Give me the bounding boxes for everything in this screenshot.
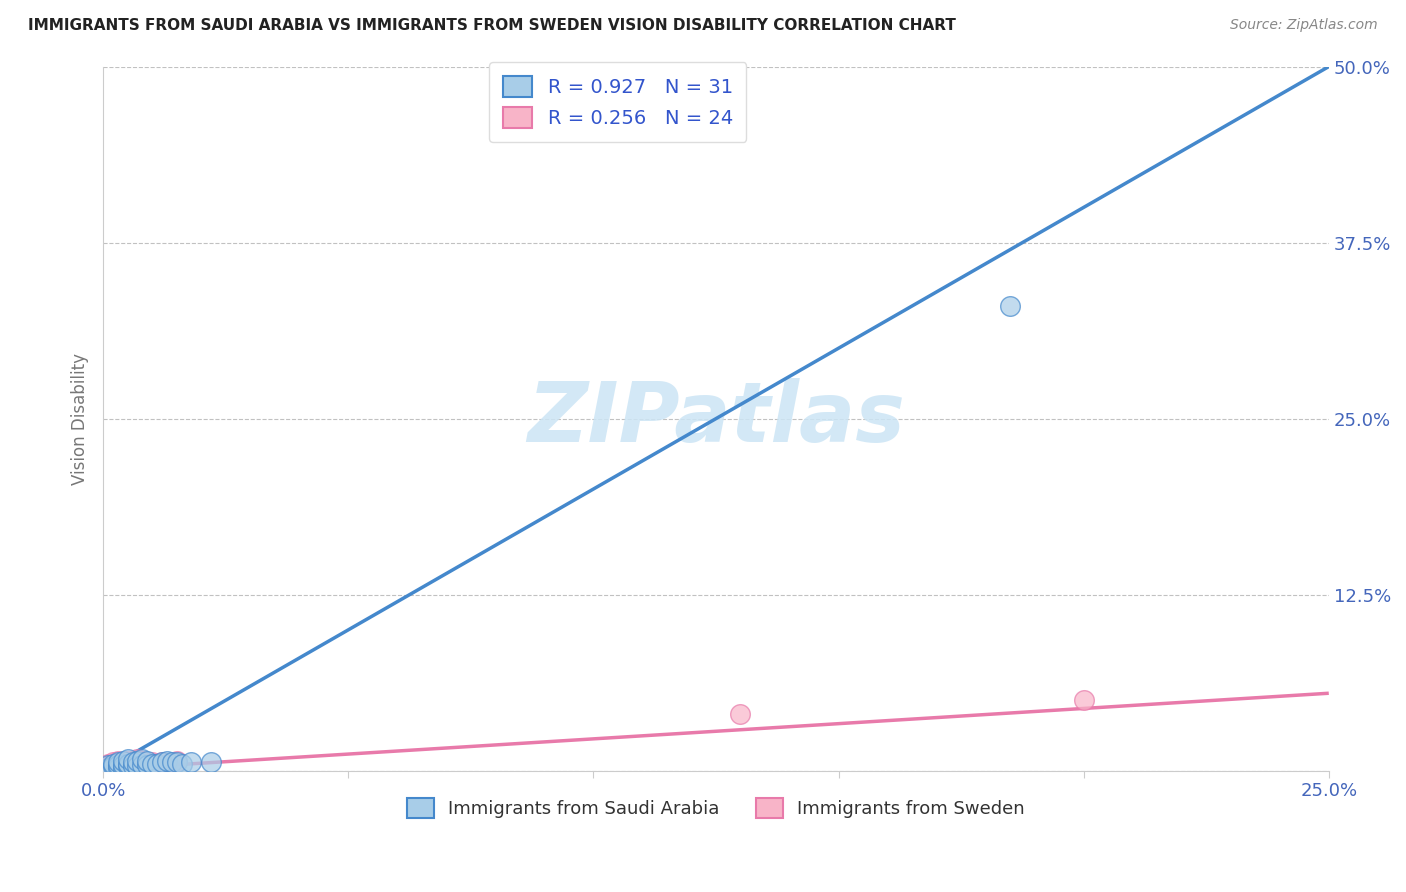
Point	[121, 756, 143, 770]
Point	[121, 756, 143, 770]
Point	[127, 758, 149, 772]
Point	[136, 754, 159, 768]
Point	[117, 754, 139, 768]
Point	[101, 759, 124, 773]
Point	[141, 756, 163, 770]
Point	[97, 758, 120, 772]
Point	[146, 756, 169, 771]
Point	[146, 756, 169, 771]
Point	[131, 754, 153, 768]
Point	[107, 758, 129, 772]
Point	[170, 756, 193, 771]
Point	[117, 752, 139, 766]
Point	[166, 754, 188, 768]
Point	[97, 759, 120, 773]
Point	[107, 754, 129, 768]
Point	[111, 761, 134, 775]
Point	[117, 758, 139, 772]
Point	[136, 756, 159, 771]
Point	[127, 759, 149, 773]
Point	[111, 754, 134, 768]
Legend: Immigrants from Saudi Arabia, Immigrants from Sweden: Immigrants from Saudi Arabia, Immigrants…	[399, 790, 1032, 825]
Text: Source: ZipAtlas.com: Source: ZipAtlas.com	[1230, 18, 1378, 32]
Point	[127, 754, 149, 768]
Point	[101, 756, 124, 771]
Point	[141, 756, 163, 771]
Point	[111, 756, 134, 770]
Point	[156, 754, 179, 768]
Point	[121, 759, 143, 773]
Point	[166, 756, 188, 770]
Point	[111, 758, 134, 772]
Point	[107, 756, 129, 770]
Point	[117, 759, 139, 773]
Point	[150, 756, 173, 770]
Point	[998, 299, 1021, 313]
Text: ZIPatlas: ZIPatlas	[527, 378, 905, 459]
Point	[156, 756, 179, 771]
Point	[160, 756, 183, 770]
Point	[111, 759, 134, 773]
Point	[136, 758, 159, 772]
Point	[730, 707, 752, 722]
Point	[1073, 693, 1095, 707]
Point	[127, 752, 149, 766]
Point	[117, 756, 139, 771]
Y-axis label: Vision Disability: Vision Disability	[72, 352, 89, 484]
Point	[97, 756, 120, 771]
Point	[180, 756, 202, 770]
Point	[97, 761, 120, 775]
Point	[101, 756, 124, 770]
Point	[107, 758, 129, 772]
Point	[200, 756, 222, 770]
Text: IMMIGRANTS FROM SAUDI ARABIA VS IMMIGRANTS FROM SWEDEN VISION DISABILITY CORRELA: IMMIGRANTS FROM SAUDI ARABIA VS IMMIGRAN…	[28, 18, 956, 33]
Point	[131, 752, 153, 766]
Point	[131, 758, 153, 772]
Point	[107, 761, 129, 775]
Point	[121, 758, 143, 772]
Point	[150, 756, 173, 770]
Point	[131, 758, 153, 772]
Point	[101, 759, 124, 773]
